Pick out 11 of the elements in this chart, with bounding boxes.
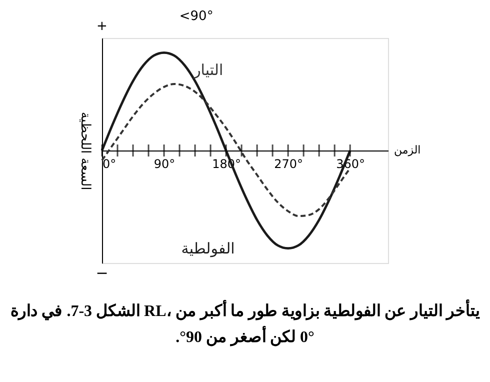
text: الشكل 3-7. في دارة RL، يتأخر التيار عن الفولطية بزاوية طور ما أكبر من 0° لكن أصغر من 90°.: [10, 298, 480, 347]
y-axis-title: السعة اللحظية: [78, 112, 92, 190]
x-tick-label: 0°: [102, 157, 116, 171]
series-label: التيار: [192, 60, 224, 79]
x-axis-title: الزمن: [394, 144, 421, 156]
x-tick-label: 90°: [154, 157, 176, 171]
x-tick-label: 270°: [274, 157, 304, 171]
text: <90°: [179, 9, 214, 24]
text: +: [96, 19, 108, 34]
text: −: [96, 264, 108, 282]
series-label: الفولطية: [181, 239, 235, 258]
